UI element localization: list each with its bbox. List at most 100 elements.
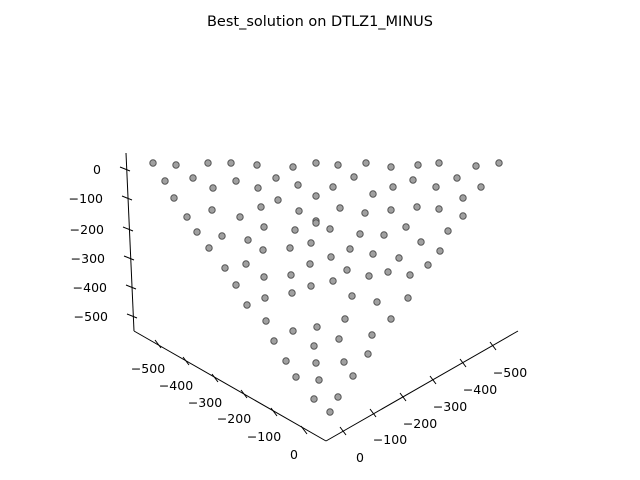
data-point (413, 203, 421, 211)
data-point (341, 315, 349, 323)
y-axis-tick-mark (339, 426, 347, 436)
data-point (294, 181, 302, 189)
data-point (242, 260, 250, 268)
data-point (326, 408, 334, 416)
x-axis-tick-mark (300, 425, 308, 435)
data-point (312, 159, 320, 167)
data-point (387, 315, 395, 323)
data-point (208, 206, 216, 214)
tick-layer: 0 −100 −200 −300 −400 −500 −500 −400 −300 −200 −10… (69, 162, 528, 465)
data-point (406, 271, 414, 279)
data-point (336, 204, 344, 212)
z-axis-tick-mark (125, 284, 137, 290)
data-point (149, 159, 157, 167)
data-point (362, 159, 370, 167)
data-point (404, 294, 412, 302)
data-point (236, 213, 244, 221)
data-point (221, 264, 229, 272)
z-axis-tick-mark (121, 195, 133, 201)
data-point (259, 246, 267, 254)
x-axis-tick-mark (240, 389, 248, 399)
data-point (260, 223, 268, 231)
data-point (260, 273, 268, 281)
z-axis-tick-label: −100 (69, 191, 103, 206)
z-axis-tick-label: −300 (71, 251, 105, 266)
data-point (459, 194, 467, 202)
data-point (295, 207, 303, 215)
data-point (389, 183, 397, 191)
data-point (282, 357, 290, 365)
data-point (312, 192, 320, 200)
data-point (261, 294, 269, 302)
data-point (364, 350, 372, 358)
data-point (334, 161, 342, 169)
data-point (369, 190, 377, 198)
data-point (291, 226, 299, 234)
z-axis-tick-label: 0 (93, 162, 101, 177)
data-point (409, 176, 417, 184)
data-point (286, 244, 294, 252)
data-point (310, 395, 318, 403)
data-point (402, 223, 410, 231)
x-axis (133, 330, 327, 442)
data-point (243, 301, 251, 309)
data-point (161, 177, 169, 185)
data-point (436, 247, 444, 255)
data-point (424, 261, 432, 269)
data-point (444, 227, 452, 235)
data-point (227, 159, 235, 167)
data-point (365, 272, 373, 280)
x-axis-tick-label: 0 (290, 447, 298, 462)
data-point (270, 337, 278, 345)
x-axis-tick-mark (154, 339, 162, 349)
z-axis-tick-label: −200 (70, 222, 104, 237)
y-axis-tick-mark (429, 375, 437, 385)
data-point (288, 289, 296, 297)
data-point (346, 245, 354, 253)
x-axis-tick-label: −300 (188, 395, 222, 410)
data-point (373, 298, 381, 306)
data-point (432, 183, 440, 191)
data-point (287, 271, 295, 279)
data-point (414, 161, 422, 169)
data-point (254, 184, 262, 192)
data-point (272, 174, 280, 182)
x-axis-tick-label: −500 (131, 361, 165, 376)
data-point (289, 327, 297, 335)
data-point (170, 194, 178, 202)
data-point (340, 358, 348, 366)
y-axis-tick-label: 0 (356, 450, 364, 465)
x-axis-tick-mark (211, 373, 219, 383)
data-point (289, 163, 297, 171)
y-axis-tick-mark (459, 358, 467, 368)
y-axis-tick-label: −500 (493, 365, 527, 380)
y-axis-tick-label: −200 (403, 416, 437, 431)
y-axis-tick-mark (489, 341, 497, 351)
data-point (453, 174, 461, 182)
x-axis-tick-label: −400 (159, 378, 193, 393)
data-point (349, 372, 357, 380)
data-point (306, 260, 314, 268)
data-point (387, 163, 395, 171)
data-point (307, 239, 315, 247)
data-point (395, 254, 403, 262)
z-axis-tick-label: −400 (73, 280, 107, 295)
chart-title: Best_solution on DTLZ1_MINUS (207, 14, 433, 30)
data-points (149, 159, 503, 416)
data-point (335, 335, 343, 343)
data-point (472, 162, 480, 170)
x-axis-tick-label: −100 (247, 429, 281, 444)
data-point (257, 203, 265, 211)
data-point (313, 323, 321, 331)
y-axis-tick-label: −400 (463, 382, 497, 397)
z-axis-tick-mark (119, 166, 131, 172)
data-point (310, 342, 318, 350)
x-axis-tick-mark (270, 407, 278, 417)
data-point (477, 183, 485, 191)
data-point (183, 213, 191, 221)
data-point (348, 292, 356, 300)
data-point (387, 206, 395, 214)
data-point (417, 238, 425, 246)
data-point (232, 177, 240, 185)
